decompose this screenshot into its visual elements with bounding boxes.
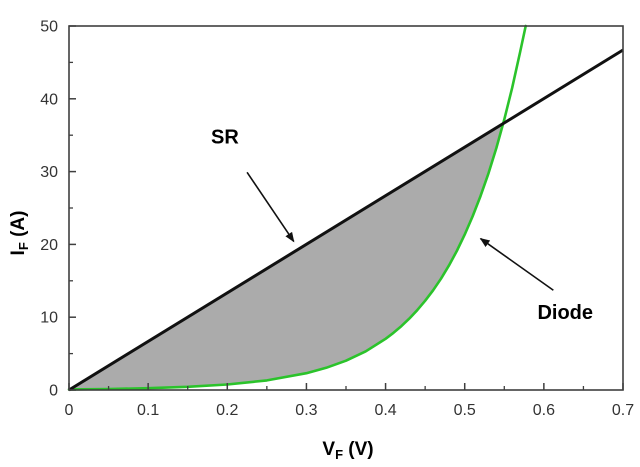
annotation-label-sr: SR xyxy=(211,127,239,149)
x-tick-label: 0.6 xyxy=(533,402,555,419)
y-tick-label: 50 xyxy=(40,19,58,36)
x-tick-label: 0.3 xyxy=(295,402,317,419)
shaded-loss-region xyxy=(69,123,504,390)
y-tick-label: 40 xyxy=(40,91,58,108)
diode-curve xyxy=(67,24,528,391)
y-axis-title: IF (A) xyxy=(8,211,31,256)
x-tick-label: 0 xyxy=(65,402,74,419)
x-tick-label: 0.5 xyxy=(454,402,476,419)
annotation-arrow-sr xyxy=(246,171,295,243)
annotation-arrow-diode xyxy=(479,237,554,291)
x-tick-label: 0.1 xyxy=(137,402,159,419)
y-tick-label: 0 xyxy=(49,383,58,400)
sr-line xyxy=(68,48,624,392)
y-tick-label: 20 xyxy=(40,237,58,254)
x-tick-label: 0.2 xyxy=(216,402,238,419)
x-tick-label: 0.7 xyxy=(612,402,634,419)
x-axis-title: VF (V) xyxy=(322,439,373,462)
y-tick-label: 10 xyxy=(40,310,58,327)
annotation-label-diode: Diode xyxy=(537,302,593,324)
x-tick-label: 0.4 xyxy=(374,402,396,419)
y-tick-label: 30 xyxy=(40,164,58,181)
